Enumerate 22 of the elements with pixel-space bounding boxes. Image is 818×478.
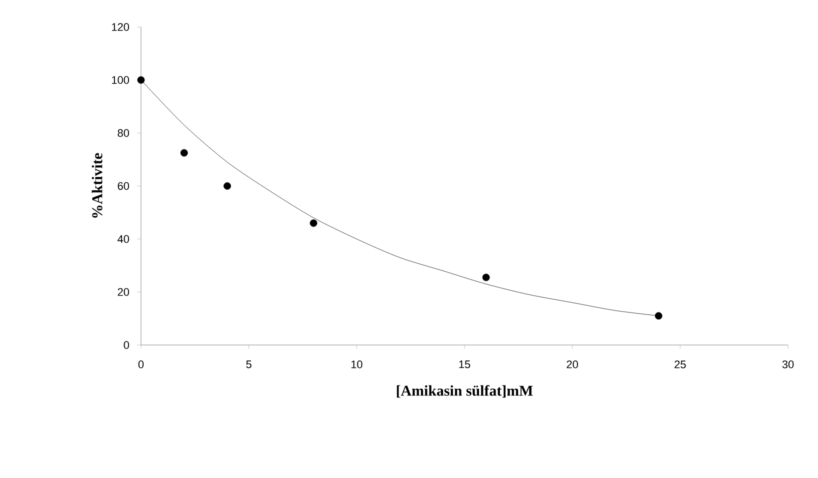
x-tick-label: 25 <box>674 360 686 368</box>
x-tick-label: 20 <box>566 360 578 368</box>
y-tick-label: 20 <box>118 288 130 296</box>
point <box>654 312 662 320</box>
x-tick-label: 5 <box>246 360 252 368</box>
x-axis-title: [Amikasin sülfat]mM <box>396 385 533 398</box>
x-tick-label: 10 <box>351 360 362 368</box>
y-tick-label: 60 <box>118 182 130 190</box>
y-tick-label: 0 <box>124 341 130 349</box>
point <box>224 182 231 190</box>
point <box>482 274 490 282</box>
y-tick-label: 120 <box>112 23 130 31</box>
point <box>310 219 318 227</box>
y-axis-title: %Aktivite <box>92 153 102 218</box>
point <box>180 149 188 157</box>
y-tick-label: 100 <box>112 76 130 84</box>
x-tick-label: 0 <box>138 360 144 368</box>
x-tick-label: 15 <box>459 360 470 368</box>
y-tick-label: 40 <box>118 235 130 243</box>
x-tick-label: 30 <box>782 360 794 368</box>
y-tick-label: 80 <box>118 129 130 137</box>
point <box>137 76 145 84</box>
